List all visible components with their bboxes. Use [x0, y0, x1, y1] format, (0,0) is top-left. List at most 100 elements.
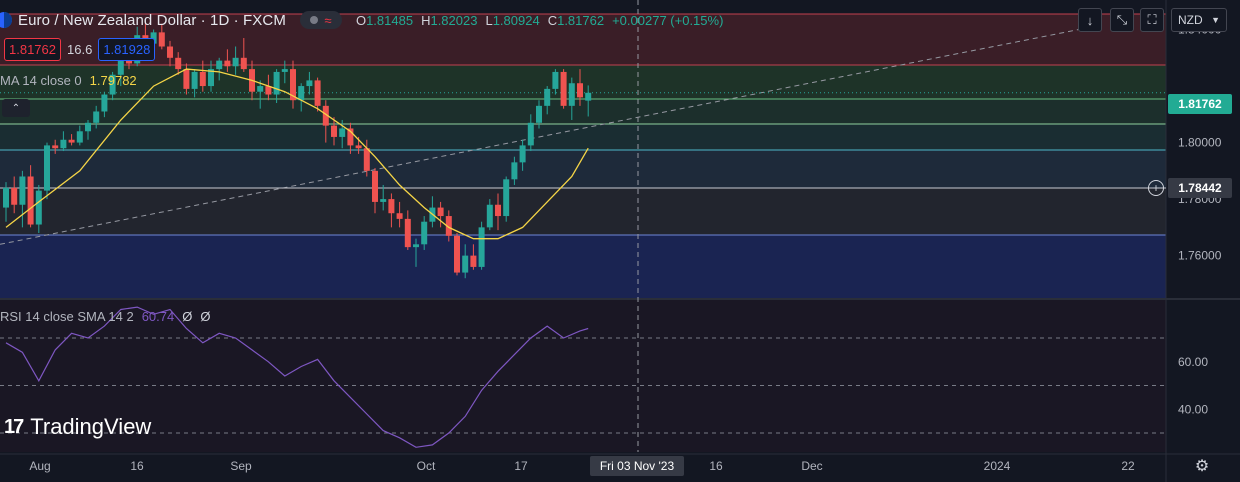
- candle-body-24: [199, 71, 206, 87]
- add-alert-plus-icon[interactable]: +: [1148, 180, 1164, 196]
- rsi-axis-label-1: 40.00: [1178, 402, 1208, 416]
- indicator-wave-icon: ≈: [324, 12, 332, 28]
- time-axis-label-7: 2024: [984, 459, 1011, 473]
- candle-body-54: [445, 216, 452, 236]
- rsi-line: [5, 306, 589, 448]
- candle-body-39: [322, 105, 329, 126]
- candle-body-59: [486, 204, 493, 228]
- rsi-legend[interactable]: RSI 14 close SMA 14 2 60.74 Ø Ø: [0, 309, 210, 324]
- candle-body-9: [76, 131, 83, 143]
- change-value: +0.00277 (+0.15%): [612, 12, 724, 28]
- candle-body-20: [167, 46, 173, 58]
- zone-band-2: [0, 99, 1166, 124]
- rsi-pane-bg: [0, 300, 1166, 452]
- candle-body-11: [93, 111, 100, 123]
- collapse-legend-button[interactable]: ⌃: [2, 99, 30, 117]
- candle-body-67: [552, 71, 559, 89]
- candle-body-58: [478, 227, 485, 267]
- collapse-icon[interactable]: ⤡: [1110, 8, 1134, 32]
- rsi-legend-extra1: Ø: [182, 309, 193, 324]
- rsi-legend-label: RSI 14 close SMA 14 2: [0, 309, 134, 324]
- chevron-down-icon: ▼: [1211, 15, 1220, 25]
- candle-body-44: [363, 148, 370, 171]
- candle-body-49: [404, 218, 411, 248]
- spread-value: 16.6: [67, 42, 93, 57]
- candle-body-51: [421, 221, 428, 245]
- rsi-legend-extra2: Ø: [200, 309, 211, 324]
- tradingview-logo[interactable]: 17 TradingView: [4, 414, 151, 440]
- candle-body-13: [109, 74, 116, 95]
- candle-body-26: [216, 60, 223, 70]
- candle-body-23: [191, 71, 198, 89]
- candle-body-64: [527, 122, 534, 146]
- candle-body-50: [413, 244, 419, 248]
- gear-icon[interactable]: ⚙: [1194, 458, 1210, 475]
- candle-body-33: [273, 71, 280, 95]
- candle-body-62: [511, 162, 518, 180]
- time-axis-label-6: Dec: [801, 459, 822, 473]
- currency-dropdown[interactable]: NZD ▼: [1171, 8, 1227, 32]
- candle-body-2: [19, 176, 26, 205]
- candle-body-0: [3, 187, 9, 208]
- candle-body-37: [306, 80, 313, 87]
- candle-body-14: [117, 57, 124, 75]
- candle-body-32: [265, 86, 272, 95]
- tradingview-logo-text: TradingView: [30, 414, 152, 439]
- candle-body-55: [454, 235, 460, 273]
- candle-body-27: [224, 60, 231, 67]
- candle-body-66: [544, 88, 551, 106]
- candle-body-68: [560, 71, 567, 106]
- sell-price-button[interactable]: 1.81762: [4, 38, 61, 61]
- candle-body-65: [536, 105, 542, 123]
- candle-body-48: [396, 213, 403, 219]
- candle-body-12: [101, 94, 108, 112]
- high-value: 1.82023: [430, 12, 478, 28]
- time-axis-label-4: 17: [514, 459, 528, 473]
- close-key: C: [547, 12, 558, 28]
- rsi-legend-value: 60.74: [141, 309, 175, 324]
- candle-body-5: [44, 145, 50, 191]
- symbol-title[interactable]: Euro / New Zealand Dollar · 1D · FXCM: [18, 11, 286, 29]
- sma-legend-label: MA 14 close 0: [0, 73, 82, 88]
- candle-body-46: [380, 199, 387, 202]
- open-key: O: [355, 12, 367, 28]
- ohlc-readout: O1.81485 H1.82023 L1.80924 C1.81762 +0.0…: [356, 13, 723, 28]
- status-pill[interactable]: ≈: [299, 11, 342, 29]
- symbol-header: Euro / New Zealand Dollar · 1D · FXCM ≈ …: [0, 7, 723, 33]
- candle-body-60: [495, 204, 501, 217]
- sma-legend[interactable]: MA 14 close 0 1.79782: [0, 73, 137, 88]
- buy-price-button[interactable]: 1.81928: [98, 38, 156, 61]
- price-axis-label-3: 1.76000: [1178, 249, 1222, 263]
- crosshair-price-tag: 1.78442: [1168, 178, 1232, 198]
- fullscreen-icon[interactable]: ⛶: [1140, 8, 1164, 32]
- time-axis-label-0: Aug: [29, 459, 50, 473]
- zone-band-6: [0, 235, 1166, 298]
- low-value: 1.80924: [492, 12, 540, 28]
- candle-body-10: [85, 122, 91, 132]
- close-value: 1.81762: [557, 12, 605, 28]
- quote-boxes: 1.81762 16.6 1.81928: [4, 38, 156, 61]
- currency-pair-icon: [0, 12, 12, 28]
- candle-body-34: [281, 69, 288, 72]
- candle-body-28: [232, 57, 239, 67]
- scroll-down-icon[interactable]: ↓: [1078, 8, 1102, 32]
- high-key: H: [421, 12, 431, 28]
- candle-body-6: [52, 145, 59, 149]
- time-axis-label-3: Oct: [417, 459, 436, 473]
- candle-body-53: [437, 207, 444, 217]
- time-axis-label-1: 16: [130, 459, 144, 473]
- candle-body-56: [462, 255, 469, 273]
- candle-body-42: [347, 128, 354, 146]
- open-value: 1.81485: [366, 12, 414, 28]
- candle-body-21: [175, 57, 182, 70]
- currency-label: NZD: [1178, 13, 1203, 27]
- candle-body-4: [35, 190, 42, 225]
- candle-body-57: [470, 255, 477, 267]
- sma-legend-value: 1.79782: [89, 73, 137, 88]
- candle-body-61: [503, 179, 510, 217]
- time-axis-label-2: Sep: [230, 459, 252, 473]
- candle-body-35: [290, 69, 296, 101]
- tradingview-logo-icon: 17: [4, 415, 24, 438]
- candle-body-69: [568, 83, 575, 106]
